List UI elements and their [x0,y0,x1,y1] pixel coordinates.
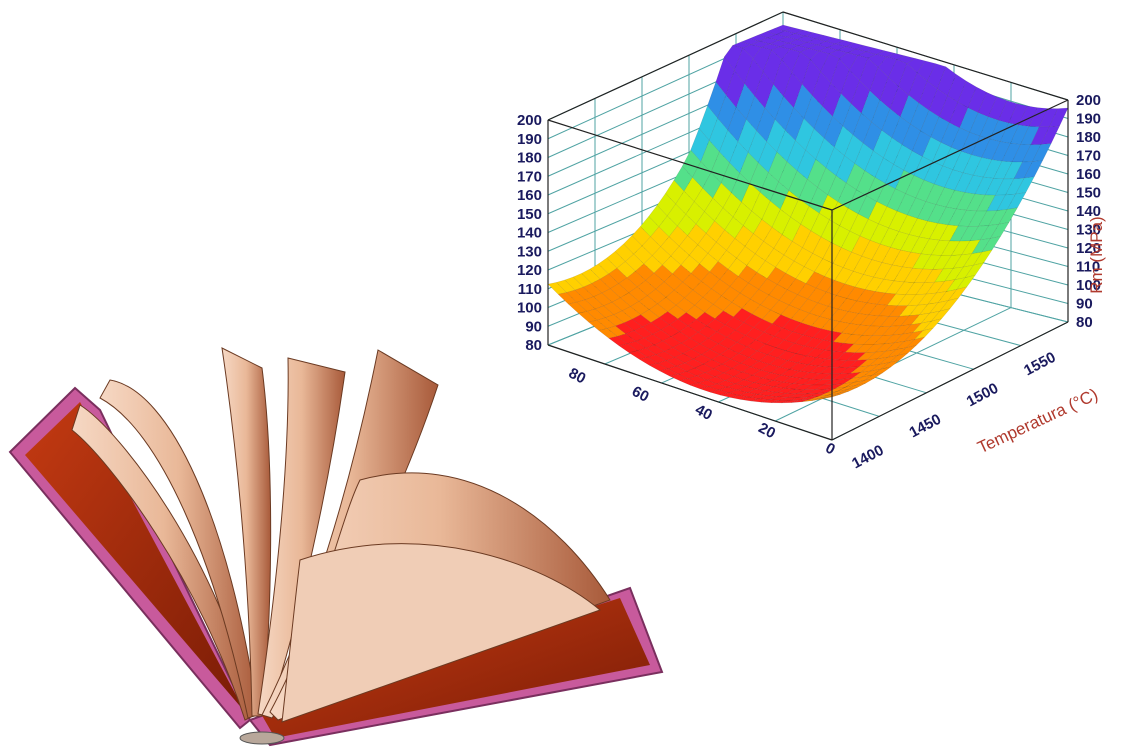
z-tick-right: 100 [1076,277,1101,294]
z-tick-right: 180 [1076,129,1101,146]
z-tick-left: 190 [517,131,542,148]
surface-patch [922,318,943,331]
open-book-illustration [8,347,664,747]
z-tick-right: 170 [1076,148,1101,165]
surface-patch [897,345,917,356]
z-tick-left: 80 [525,337,542,354]
surface-patch [830,391,849,397]
z-tick-left: 120 [517,262,542,279]
book-spine-bottom [239,731,285,745]
z-tick-right: 140 [1076,203,1101,220]
z-tick-left: 130 [517,243,542,260]
z-tick-right: 110 [1076,259,1100,276]
z-tick-left: 200 [517,112,542,129]
surface-patch [973,249,993,266]
surface-patch [990,222,1010,239]
z-tick-right: 130 [1076,222,1101,239]
x-tick: 60 [629,383,652,406]
frame-edge [782,11,1069,101]
book-inner-right [260,598,650,738]
chart-surface [547,24,1069,404]
surface-patch [905,336,926,349]
frame-edge [547,11,784,121]
z-tick-left: 150 [517,206,542,223]
z-tick-right: 190 [1076,111,1101,128]
book-page-fan-7 [281,543,601,723]
y-tick: 1550 [1021,349,1058,380]
book-inner-left [25,402,245,712]
frame-edge [831,99,1069,211]
z-tick-left: 100 [517,300,542,317]
x-tick: 40 [692,401,715,424]
surface-patch [821,394,841,400]
z-tick-right: 90 [1076,296,1093,313]
surface-patch [964,262,985,278]
chart-frame [547,11,1069,441]
frame-edge [831,321,1069,441]
z-tick-left: 170 [517,168,542,185]
z-tick-left: 90 [525,318,542,335]
surface-patch [1032,143,1052,162]
z-tick-right: 120 [1076,240,1101,257]
book-page-fan-3 [221,347,272,717]
z-axis-title: Rm (MPa) [1087,216,1106,293]
x-tick: 80 [566,365,589,388]
surface-patch [930,308,951,322]
frame-edge [547,119,833,211]
x-tick: 0 [822,440,837,459]
z-tick-right: 200 [1076,92,1101,109]
y-tick: 1450 [906,411,943,442]
y-tick: 1500 [964,380,1001,411]
x-tick: 20 [756,419,779,442]
z-tick-left: 180 [517,150,542,167]
frame-edge [547,344,833,441]
z-tick-left: 160 [517,187,542,204]
z-tick-left: 110 [518,281,542,298]
z-tick-left: 140 [517,225,542,242]
z-tick-right: 80 [1076,314,1093,331]
z-tick-right: 160 [1076,166,1101,183]
z-tick-right: 150 [1076,185,1101,202]
y-tick: 1400 [849,442,886,473]
surface-chart: 8090100110120130140150160170180190200809… [517,11,1106,473]
surface-patch [889,352,908,363]
